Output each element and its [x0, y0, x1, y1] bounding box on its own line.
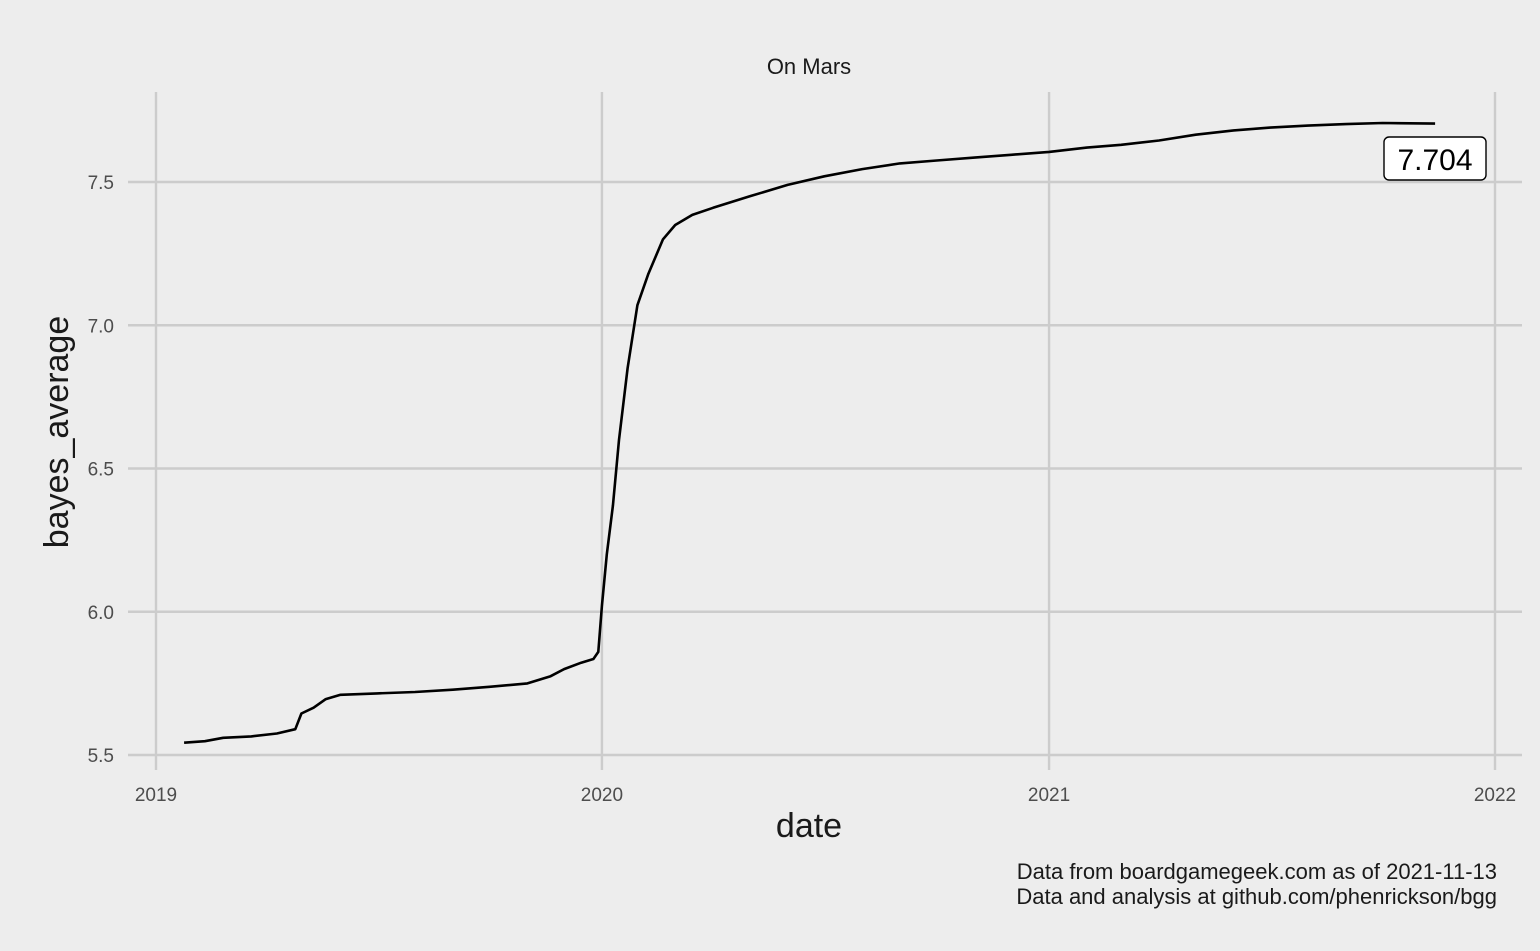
y-tick-label: 7.0 [88, 316, 114, 337]
value-label: 7.704 [1383, 136, 1487, 181]
y-tick-label: 6.0 [88, 603, 114, 624]
value-label-text: 7.704 [1397, 144, 1472, 177]
x-axis-title: date [776, 807, 842, 845]
y-axis-title: bayes_average [38, 316, 76, 549]
y-tick-label: 6.5 [88, 460, 114, 481]
y-tick-label: 5.5 [88, 746, 114, 767]
caption-line-2: Data and analysis at github.com/phenrick… [1016, 884, 1497, 909]
x-tick-label: 2019 [135, 785, 177, 806]
y-tick-label: 7.5 [88, 173, 114, 194]
tick-labels: 5.5 6.0 6.5 7.0 7.5 2019 2020 2021 2022 [88, 173, 1517, 806]
x-tick-label: 2020 [581, 785, 623, 806]
plot-title: On Mars [767, 54, 851, 79]
x-tick-label: 2021 [1028, 785, 1070, 806]
x-tick-label: 2022 [1474, 785, 1516, 806]
value-label-box [1383, 136, 1487, 181]
caption-line-1: Data from boardgamegeek.com as of 2021-1… [1017, 859, 1497, 884]
grid-lines [128, 92, 1522, 770]
series-line [184, 121, 1436, 744]
